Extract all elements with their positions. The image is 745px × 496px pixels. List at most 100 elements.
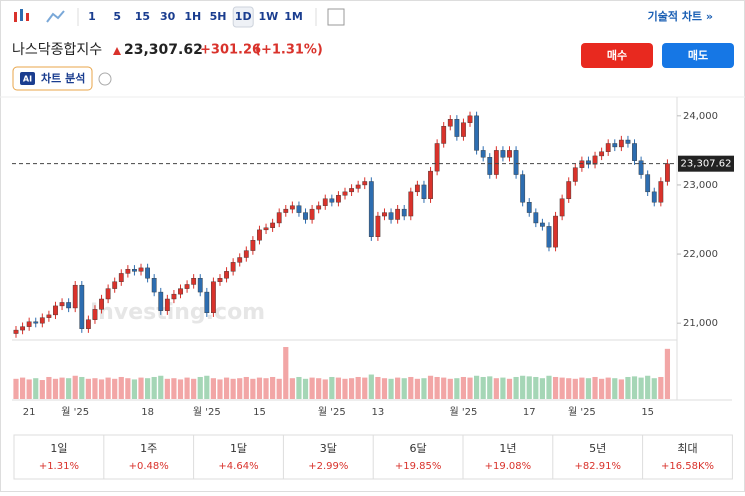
- candle-body: [191, 278, 197, 285]
- volume-bar: [105, 377, 111, 399]
- period[interactable]: 1달: [230, 442, 247, 455]
- info-icon[interactable]: [98, 72, 112, 86]
- volume-bar: [348, 378, 355, 399]
- up-arrow: [113, 47, 121, 55]
- volume-bar: [566, 378, 572, 399]
- volume-bar: [184, 377, 190, 399]
- period[interactable]: 최대: [677, 442, 697, 455]
- period[interactable]: 1주: [140, 442, 157, 455]
- period[interactable]: 3달: [320, 442, 337, 455]
- candle-body: [533, 212, 539, 224]
- candle-body: [283, 208, 289, 213]
- interval[interactable]: 1M: [284, 10, 303, 23]
- volume-bar: [316, 378, 322, 399]
- candle-body: [566, 181, 572, 199]
- candle-body: [428, 170, 433, 199]
- volume-bar: [79, 376, 85, 399]
- volume-bar: [605, 377, 611, 399]
- volume-bar: [408, 376, 414, 399]
- candle-body: [395, 208, 401, 220]
- period-change: +82.91%: [574, 461, 621, 472]
- candle-body: [651, 191, 657, 203]
- volume-bar: [493, 378, 499, 399]
- period[interactable]: 5년: [589, 442, 606, 455]
- candle-body: [39, 317, 45, 324]
- x-tick-label: 월 '25: [318, 406, 346, 418]
- tech-chart-link[interactable]: 기술적 차트 »: [648, 9, 713, 23]
- volume-bar: [145, 378, 151, 399]
- volume-bar: [526, 376, 532, 399]
- volume-bar: [342, 378, 348, 399]
- interval[interactable]: 5H: [210, 10, 227, 23]
- candle-body: [26, 321, 32, 327]
- candle-body: [388, 212, 394, 220]
- interval[interactable]: 5: [113, 10, 121, 23]
- volume-bar: [434, 376, 440, 399]
- volume-bar: [500, 377, 506, 399]
- candle-body: [414, 184, 420, 193]
- volume-bar: [625, 376, 631, 399]
- candle-body: [263, 227, 269, 231]
- candle-body: [224, 271, 229, 279]
- area-icon[interactable]: [46, 10, 65, 23]
- candle-body: [322, 198, 328, 206]
- volume-bar: [263, 378, 269, 399]
- candle-body: [230, 262, 236, 272]
- candle-body: [184, 284, 190, 289]
- candle-body: [513, 150, 519, 175]
- candle-body: [336, 195, 341, 203]
- volume-bar: [72, 375, 78, 399]
- volume-bar: [98, 379, 105, 399]
- interval[interactable]: 15: [135, 10, 150, 23]
- period[interactable]: 6달: [410, 442, 427, 455]
- period[interactable]: 1일: [50, 441, 67, 455]
- candle-body: [441, 125, 447, 144]
- volume-bar: [487, 376, 493, 399]
- volume-bar: [270, 376, 276, 399]
- buy-button[interactable]: [581, 43, 653, 68]
- volume-bar: [171, 378, 177, 399]
- volume-bar: [217, 379, 223, 399]
- volume-bar: [631, 376, 638, 399]
- ai-badge: AI: [23, 75, 32, 84]
- sell-button[interactable]: [662, 43, 734, 68]
- volume-bar: [164, 378, 170, 399]
- volume-bar: [559, 377, 565, 399]
- candle-body: [33, 321, 39, 324]
- volume-bar: [401, 378, 407, 399]
- interval[interactable]: 1D: [235, 10, 252, 23]
- candle-body: [171, 293, 177, 300]
- interval[interactable]: 30: [160, 10, 176, 23]
- candle-body: [362, 181, 368, 186]
- interval[interactable]: 1H: [184, 10, 201, 23]
- period-change: +2.99%: [308, 461, 348, 472]
- interval[interactable]: 1: [88, 10, 96, 23]
- candle-body: [112, 281, 118, 289]
- candle-body: [467, 115, 473, 123]
- candle-body: [368, 181, 374, 237]
- table-icon[interactable]: [327, 8, 345, 26]
- candle-icon[interactable]: [14, 9, 29, 22]
- candle-body: [540, 222, 545, 227]
- period[interactable]: 1년: [499, 442, 516, 455]
- x-tick-label: 18: [141, 407, 154, 418]
- candle-body: [237, 257, 243, 263]
- last-price-tag: [678, 155, 734, 172]
- candle-body: [145, 267, 150, 279]
- volume-bar: [52, 378, 59, 399]
- volume-bar: [546, 375, 552, 399]
- candle-body: [66, 302, 72, 309]
- volume-bar: [658, 376, 664, 399]
- volume-bar: [230, 378, 236, 399]
- interval[interactable]: 1W: [259, 10, 279, 23]
- x-tick-label: 17: [523, 407, 536, 418]
- candle-body: [434, 143, 440, 172]
- y-tick-label: 24,000: [683, 111, 718, 122]
- volume-bar: [138, 377, 144, 399]
- volume-bar: [118, 376, 124, 399]
- candle-body: [257, 229, 262, 241]
- candle-body: [487, 157, 493, 175]
- candle-body: [632, 143, 637, 161]
- volume-bar: [302, 378, 309, 399]
- volume-bar: [39, 380, 45, 399]
